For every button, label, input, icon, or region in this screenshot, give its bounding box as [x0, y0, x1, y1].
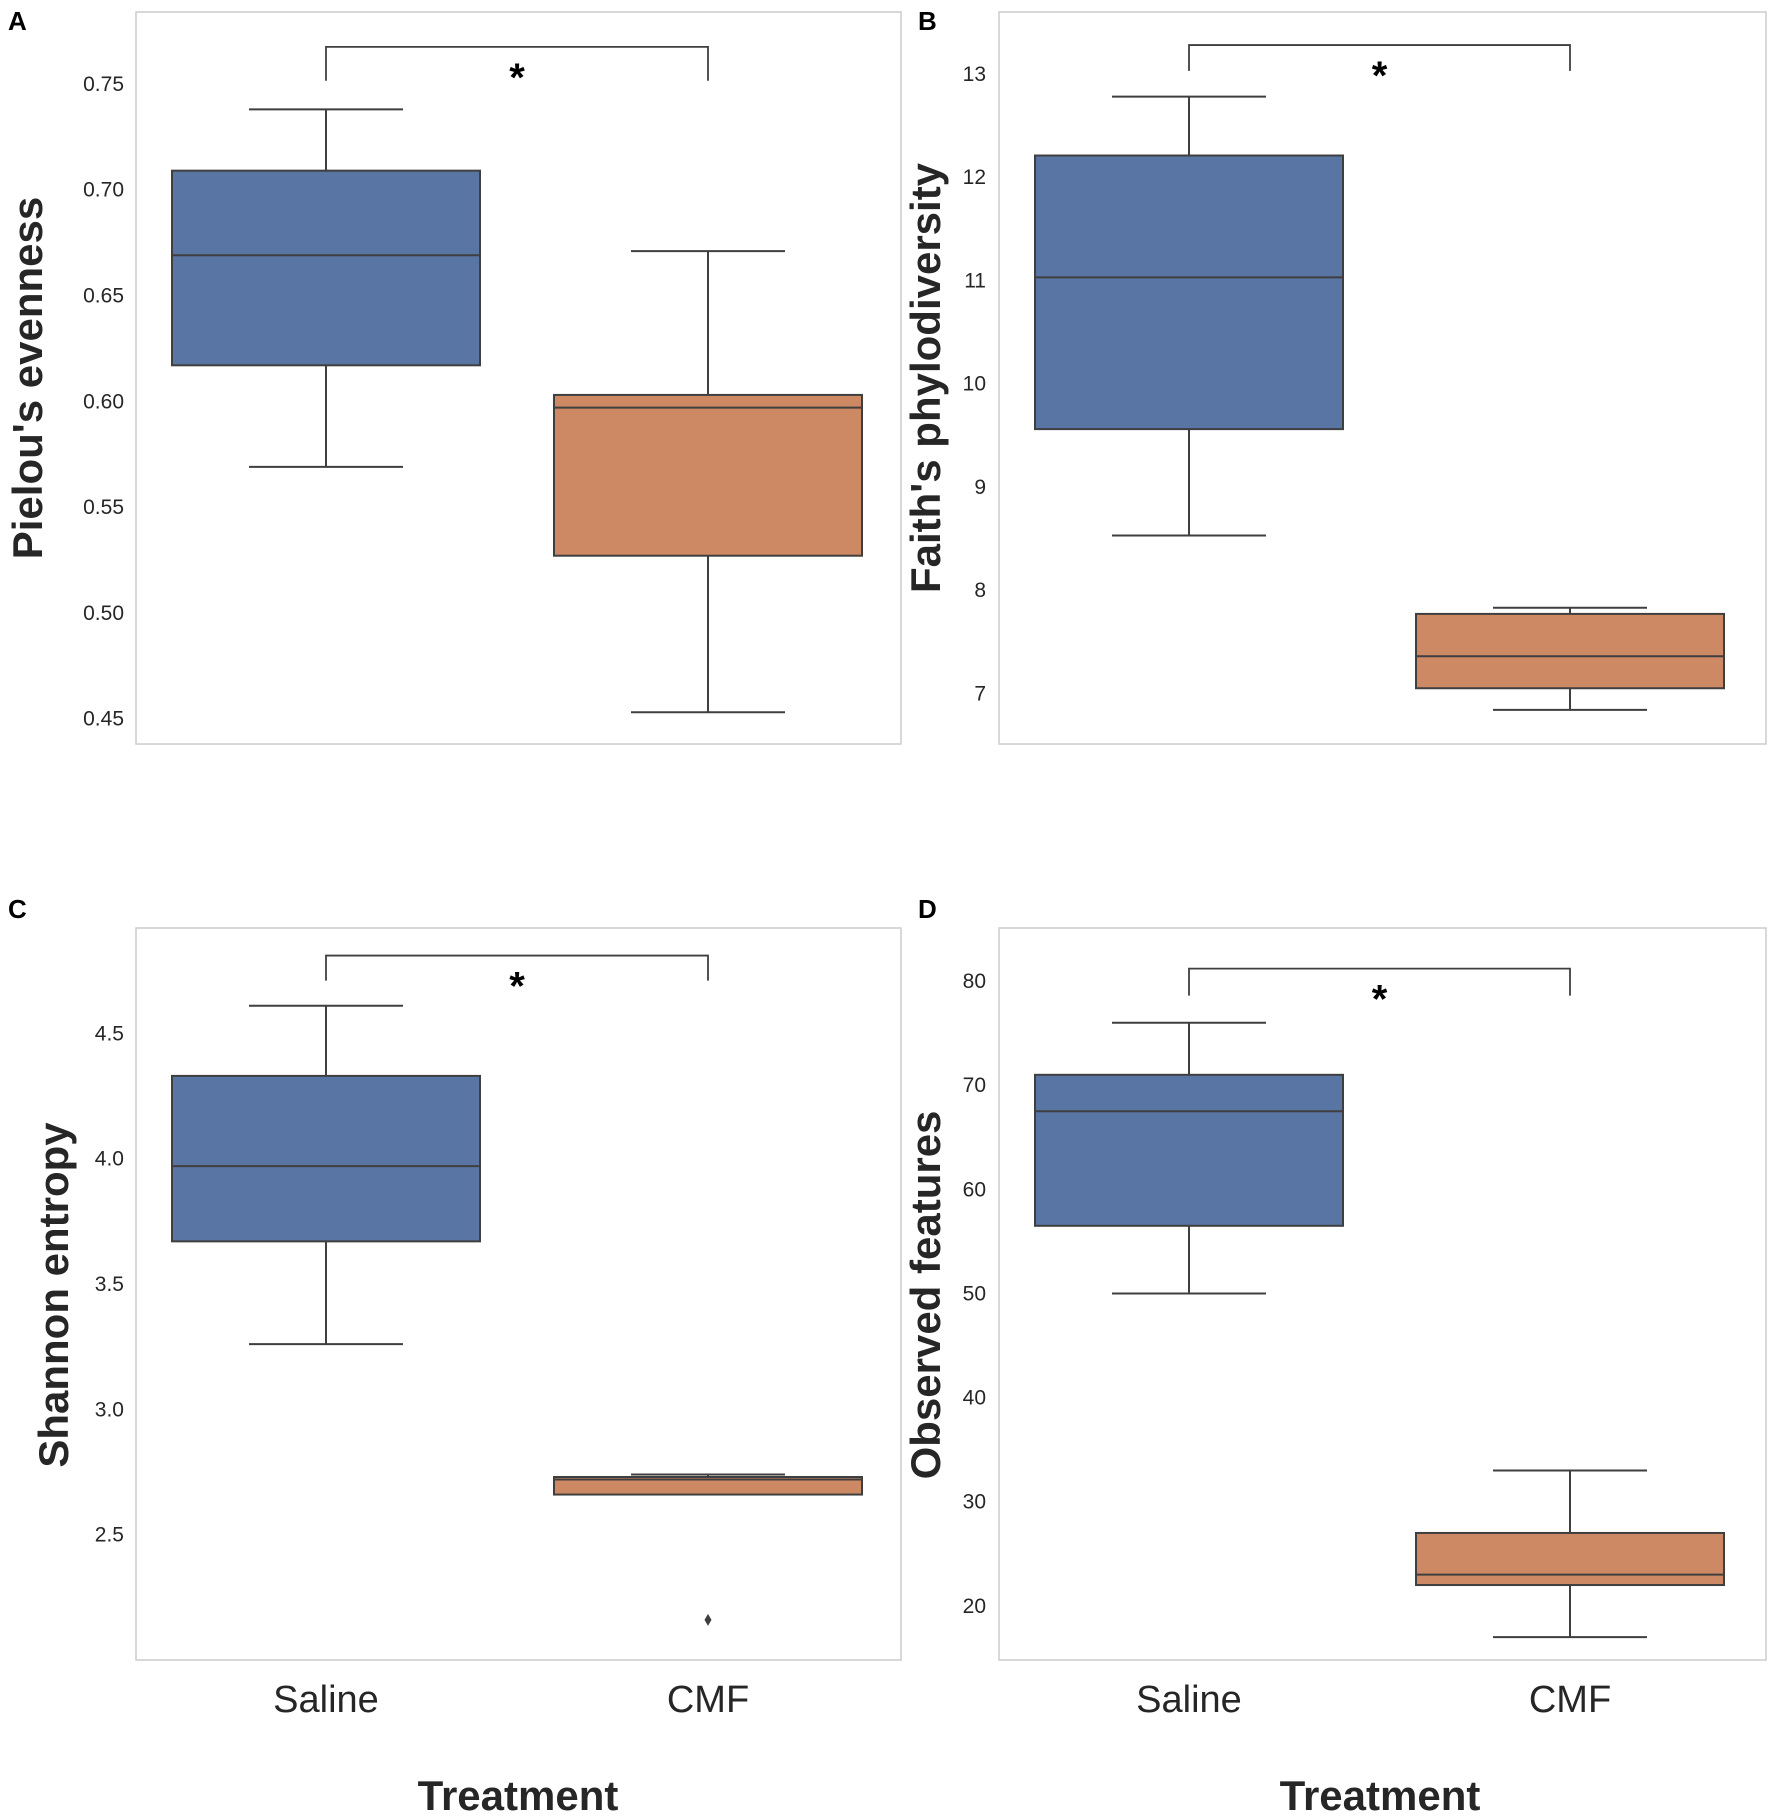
saline-box: [1034, 154, 1344, 431]
x-category-label: Saline: [273, 1679, 379, 1721]
x-category-label: CMF: [1529, 1679, 1611, 1721]
y-tick-label: 80: [963, 970, 986, 993]
cmf-box: [553, 1476, 863, 1496]
bracket-line: [1188, 44, 1571, 71]
plot-area-frame: [998, 927, 1767, 1661]
x-axis-label: Treatment: [1280, 1772, 1481, 1819]
y-tick-label: 30: [963, 1491, 986, 1514]
y-axis-label: Pielou's evenness: [4, 197, 51, 560]
y-axis-ticks: 0.45 0.50 0.55 0.60 0.65 0.70 0.75: [83, 73, 124, 731]
significance-bracket: *: [1188, 967, 1571, 1022]
significance-bracket: *: [325, 954, 709, 1009]
significance-star: *: [1372, 54, 1388, 98]
y-tick-label: 0.65: [83, 284, 124, 307]
plot-area-frame: [135, 927, 902, 1661]
significance-bracket: *: [325, 46, 709, 100]
y-tick-label: 40: [963, 1387, 986, 1410]
x-axis-categories: Saline CMF: [273, 1679, 749, 1721]
y-tick-label: 0.75: [83, 73, 124, 96]
significance-bracket: *: [1188, 44, 1571, 98]
x-category-label: Saline: [1136, 1679, 1242, 1721]
y-tick-label: 20: [963, 1595, 986, 1618]
saline-box: [171, 1074, 481, 1243]
saline-box: [1034, 1073, 1344, 1227]
y-tick-label: 11: [964, 269, 986, 292]
y-axis-ticks: 7 8 9 10 11 12 13: [963, 63, 986, 705]
box-group: [171, 108, 863, 714]
y-axis-label: Faith's phylodiversity: [902, 162, 949, 593]
y-tick-label: 9: [974, 476, 986, 499]
y-axis-ticks: 2.5 3.0 3.5 4.0 4.5: [95, 1022, 124, 1546]
panel-letter: C: [8, 894, 27, 924]
significance-star: *: [1372, 978, 1388, 1022]
plot-area-frame: [998, 11, 1767, 745]
panel-letter: A: [8, 6, 27, 36]
y-tick-label: 0.45: [83, 708, 124, 731]
box-group: [171, 1004, 863, 1626]
y-axis-label: Observed features: [902, 1111, 949, 1480]
y-tick-label: 0.60: [83, 390, 124, 413]
y-tick-label: 3.0: [95, 1398, 124, 1421]
y-tick-label: 13: [963, 63, 986, 86]
panel-c: C 2.5 3.0 3.5 4.0 4.5 * Saline CMF Shannon en…: [8, 894, 902, 1819]
y-tick-label: 2.5: [95, 1524, 124, 1547]
y-tick-label: 0.50: [83, 602, 124, 625]
y-tick-label: 4.0: [95, 1148, 124, 1171]
y-tick-label: 50: [963, 1282, 986, 1305]
y-axis-label: Shannon entropy: [30, 1122, 77, 1468]
panel-letter: B: [918, 6, 937, 36]
cmf-box: [1415, 1531, 1725, 1587]
y-tick-label: 4.5: [95, 1022, 124, 1045]
bracket-line: [1188, 967, 1571, 996]
panel-a: A 0.45 0.50 0.55 0.60 0.65 0.70 0.75 * Pielou'…: [4, 6, 902, 745]
panel-d: D 20 30 40 50 60 70 80 * Saline CMF Observed fe…: [902, 894, 1767, 1819]
x-axis-label: Treatment: [418, 1772, 619, 1819]
cmf-box: [1415, 612, 1725, 690]
panel-letter: D: [918, 894, 937, 924]
y-tick-label: 0.70: [83, 179, 124, 202]
box-group: [1034, 95, 1725, 711]
y-tick-label: 70: [963, 1074, 986, 1097]
cmf-outlier: [704, 1613, 712, 1626]
significance-star: *: [509, 965, 525, 1009]
bracket-line: [325, 954, 709, 981]
y-axis-ticks: 20 30 40 50 60 70 80: [963, 970, 986, 1618]
y-tick-label: 10: [963, 373, 986, 396]
y-tick-label: 0.55: [83, 496, 124, 519]
significance-star: *: [509, 56, 525, 100]
panel-b: B 7 8 9 10 11 12 13 * Faith's phylodiversity: [902, 6, 1767, 745]
saline-box: [171, 169, 481, 367]
x-axis-categories: Saline CMF: [1136, 1679, 1611, 1721]
y-tick-label: 8: [974, 579, 986, 602]
y-tick-label: 60: [963, 1178, 986, 1201]
x-category-label: CMF: [667, 1679, 749, 1721]
bracket-line: [325, 46, 709, 81]
box-group: [1034, 1021, 1725, 1639]
plot-area-frame: [135, 11, 902, 745]
y-tick-label: 7: [974, 682, 986, 705]
y-tick-label: 3.5: [95, 1273, 124, 1296]
y-tick-label: 12: [963, 166, 986, 189]
cmf-box: [553, 393, 863, 557]
